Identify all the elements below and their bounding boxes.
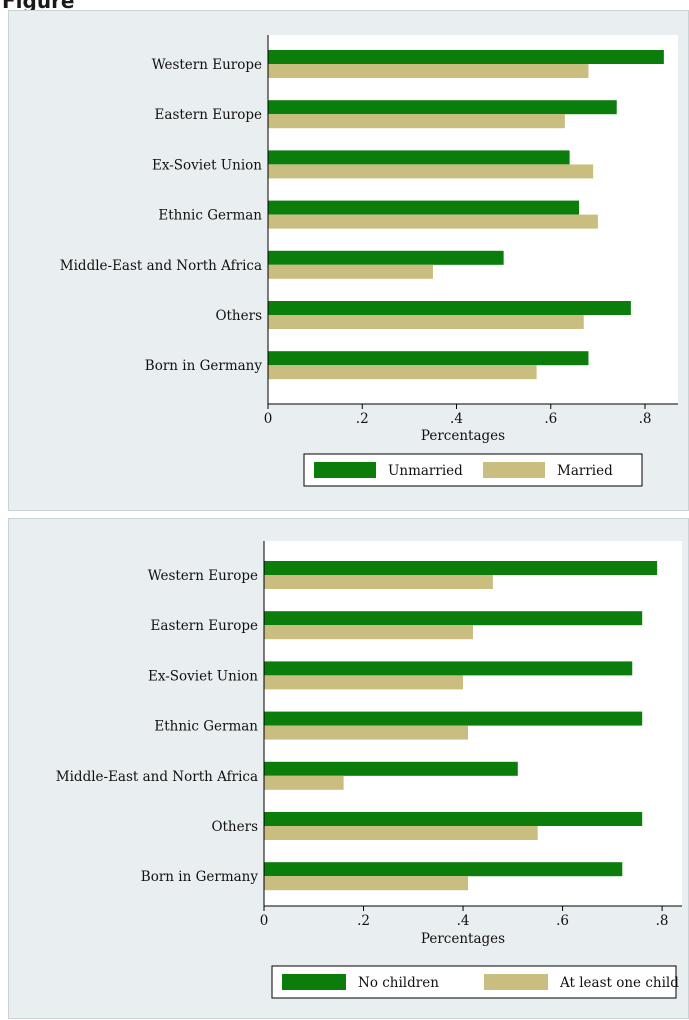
bar-chart-marital-status: Western Europe Eastern Europe Ex-Soviet Un… [60, 35, 678, 487]
bar-series1-5 [264, 812, 643, 826]
bar-series1-1 [268, 100, 617, 115]
figure-title-text: Figure [2, 0, 75, 10]
bar-series2-1 [264, 625, 473, 640]
x-tick-label: 0 [264, 411, 273, 427]
category-label: Ethnic German [158, 208, 262, 224]
category-label: Others [211, 819, 258, 835]
x-tick-label: .2 [356, 411, 369, 427]
bar-series1-0 [264, 561, 658, 575]
category-label: Eastern Europe [151, 618, 258, 634]
x-axis-title: Percentages [421, 428, 505, 444]
chart-panel-marital-status: Western Europe Eastern Europe Ex-Soviet Un… [8, 10, 689, 511]
bar-series1-6 [268, 351, 589, 366]
legend-label-1: Unmarried [388, 463, 463, 479]
category-label: Western Europe [148, 568, 258, 584]
figure-title-fragment: Figure [0, 0, 689, 10]
x-tick-label: .6 [556, 913, 569, 929]
x-tick-label: .6 [544, 411, 557, 427]
legend-box [303, 453, 643, 487]
bar-series1-4 [268, 250, 504, 265]
bar-series2-5 [268, 315, 584, 329]
bar-series2-4 [268, 264, 433, 279]
bar-series1-3 [264, 711, 643, 726]
bar-series2-2 [268, 164, 594, 179]
category-label: Middle-East and North Africa [56, 769, 258, 785]
bar-series1-0 [268, 50, 664, 64]
category-label: Others [215, 308, 262, 324]
bar-series2-0 [264, 575, 493, 589]
category-label: Middle-East and North Africa [60, 258, 262, 274]
legend-label-2: At least one child [559, 975, 679, 991]
x-axis-title: Percentages [421, 931, 505, 947]
category-label: Western Europe [152, 57, 262, 73]
bar-series1-3 [268, 200, 580, 215]
category-label: Ex-Soviet Union [152, 157, 262, 173]
legend-swatch-2 [483, 462, 545, 478]
x-tick-label: .2 [357, 913, 370, 929]
category-label: Ethnic German [154, 719, 258, 735]
bar-series2-6 [268, 365, 537, 380]
bar-chart-children: Western Europe Eastern Europe Ex-Soviet Un… [56, 541, 682, 999]
legend-swatch-1 [282, 974, 346, 990]
legend-swatch-1 [314, 462, 376, 478]
category-label: Eastern Europe [155, 107, 262, 123]
category-label: Born in Germany [145, 358, 263, 374]
bar-series1-1 [264, 611, 643, 626]
x-tick-label: .4 [450, 411, 463, 427]
bar-series2-5 [264, 826, 538, 840]
legend-label-1: No children [358, 975, 439, 991]
category-label: Ex-Soviet Union [148, 668, 258, 684]
bar-series2-2 [264, 675, 464, 690]
bar-series2-0 [268, 64, 589, 78]
legend-swatch-2 [484, 974, 548, 990]
bar-series2-4 [264, 775, 344, 790]
x-tick-label: 0 [260, 913, 269, 929]
bar-series1-6 [264, 862, 623, 877]
bar-series1-5 [268, 301, 631, 315]
bar-series2-6 [264, 876, 469, 891]
bar-series2-3 [268, 214, 598, 229]
bar-series1-4 [264, 761, 518, 776]
x-tick-label: .4 [457, 913, 470, 929]
legend-label-2: Married [557, 463, 613, 479]
bar-series1-2 [264, 661, 633, 676]
x-tick-label: .8 [639, 411, 652, 427]
bar-series2-1 [268, 114, 565, 129]
category-label: Born in Germany [141, 869, 259, 885]
chart-panel-children: Western Europe Eastern Europe Ex-Soviet Un… [8, 518, 689, 1019]
bar-series1-2 [268, 150, 570, 165]
x-tick-label: .8 [656, 913, 669, 929]
bar-series2-3 [264, 725, 469, 740]
